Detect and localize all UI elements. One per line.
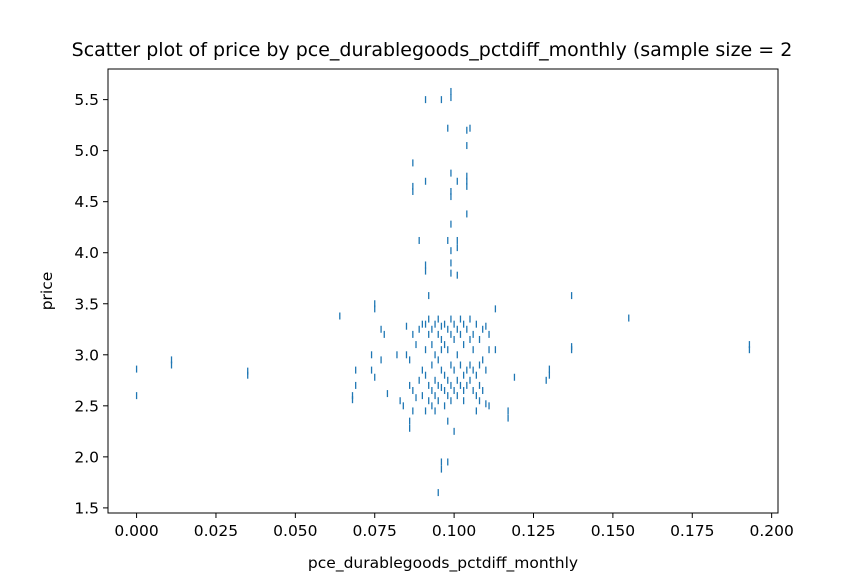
x-tick-label: 0.075 bbox=[353, 522, 397, 540]
y-tick-label: 3.0 bbox=[74, 346, 99, 364]
x-tick-label: 0.000 bbox=[114, 522, 158, 540]
x-tick-label: 0.200 bbox=[749, 522, 793, 540]
y-tick-label: 4.0 bbox=[74, 244, 99, 262]
y-tick-label: 4.5 bbox=[74, 193, 99, 211]
y-tick-label: 2.5 bbox=[74, 397, 99, 415]
y-tick-label: 2.0 bbox=[74, 448, 99, 466]
y-tick-label: 1.5 bbox=[74, 499, 99, 517]
points-layer bbox=[135, 87, 751, 497]
y-tick-label: 5.5 bbox=[74, 91, 99, 109]
y-tick-label: 3.5 bbox=[74, 295, 99, 313]
x-tick-label: 0.175 bbox=[670, 522, 714, 540]
x-axis-ticks: 0.000 0.025 0.050 0.075 0.100 0.125 0.150 0.175… bbox=[114, 513, 794, 540]
x-tick-label: 0.100 bbox=[432, 522, 476, 540]
x-tick-label: 0.025 bbox=[194, 522, 238, 540]
x-tick-label: 0.125 bbox=[511, 522, 555, 540]
x-axis-label: pce_durablegoods_pctdiff_monthly bbox=[308, 554, 578, 573]
y-tick-label: 5.0 bbox=[74, 142, 99, 160]
chart-title: Scatter plot of price by pce_durablegood… bbox=[72, 39, 793, 61]
plot-frame bbox=[107, 68, 779, 514]
x-tick-label: 0.150 bbox=[591, 522, 635, 540]
y-axis-label: price bbox=[38, 272, 56, 311]
y-axis-ticks: 1.5 2.0 2.5 3.0 3.5 4.0 4.5 5.0 5.5 bbox=[74, 91, 108, 517]
x-tick-label: 0.050 bbox=[273, 522, 317, 540]
